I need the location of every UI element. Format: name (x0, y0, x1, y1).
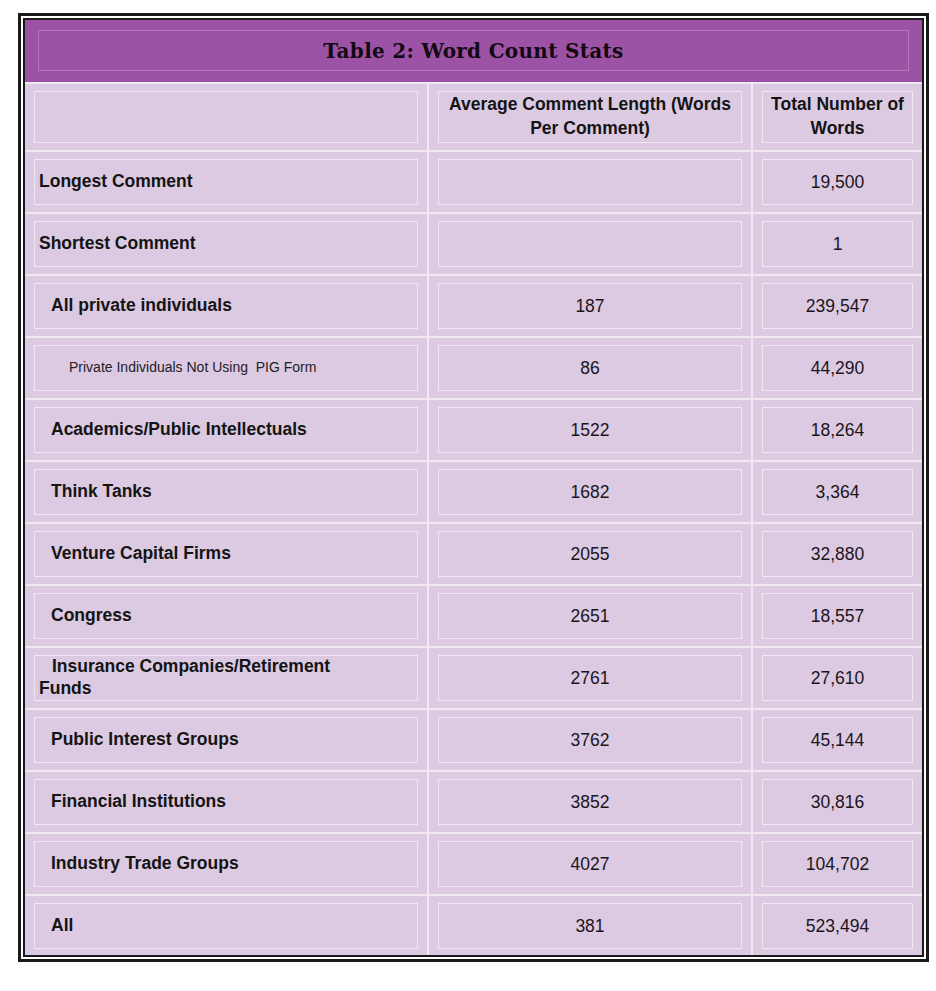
row-label: Shortest Comment (35, 233, 196, 255)
row-label: Congress (35, 605, 132, 627)
row-label-cell: Public Interest Groups (25, 710, 427, 770)
table-row: All 381 523,494 (25, 896, 922, 956)
total-words-value: 45,144 (811, 730, 865, 751)
row-label-cell: Industry Trade Groups (25, 834, 427, 894)
total-words-cell: 30,816 (753, 772, 922, 832)
avg-length-cell: 1682 (429, 462, 751, 522)
total-words-value: 104,702 (806, 854, 869, 875)
total-words-cell: 19,500 (753, 152, 922, 212)
avg-length-value: 3762 (571, 730, 610, 751)
table-row: Industry Trade Groups 4027 104,702 (25, 834, 922, 894)
avg-length-value: 86 (580, 358, 599, 379)
table-row: Venture Capital Firms 2055 32,880 (25, 524, 922, 584)
total-words-value: 44,290 (811, 358, 865, 379)
total-words-value: 239,547 (806, 296, 869, 317)
table-row: Insurance Companies/Retirement Funds 276… (25, 648, 922, 708)
total-words-value: 18,557 (811, 606, 865, 627)
avg-length-cell: 1522 (429, 400, 751, 460)
total-words-cell: 3,364 (753, 462, 922, 522)
avg-length-value: 2651 (571, 606, 610, 627)
avg-length-value: 2761 (571, 668, 610, 689)
row-label: Public Interest Groups (35, 729, 239, 751)
total-words-cell: 27,610 (753, 648, 922, 708)
total-words-cell: 18,557 (753, 586, 922, 646)
avg-length-value: 4027 (571, 854, 610, 875)
avg-length-cell (429, 152, 751, 212)
table-row: Academics/Public Intellectuals 1522 18,2… (25, 400, 922, 460)
header-cell-avg-length: Average Comment Length (Words Per Commen… (429, 84, 751, 150)
avg-length-value: 381 (575, 916, 604, 937)
avg-length-cell: 3762 (429, 710, 751, 770)
total-words-value: 1 (833, 234, 843, 255)
row-label: All (35, 915, 73, 937)
total-words-value: 18,264 (811, 420, 865, 441)
row-label-cell: Congress (25, 586, 427, 646)
row-label-cell: Think Tanks (25, 462, 427, 522)
total-words-value: 30,816 (811, 792, 865, 813)
total-words-cell: 32,880 (753, 524, 922, 584)
table-title: Table 2: Word Count Stats (323, 39, 623, 63)
row-label: Industry Trade Groups (35, 853, 239, 875)
total-words-value: 3,364 (816, 482, 860, 503)
row-label-cell: Financial Institutions (25, 772, 427, 832)
total-words-value: 32,880 (811, 544, 865, 565)
avg-length-cell: 86 (429, 338, 751, 398)
row-label: All private individuals (35, 295, 232, 317)
total-words-cell: 104,702 (753, 834, 922, 894)
row-label: Longest Comment (35, 171, 193, 193)
table-row: Longest Comment 19,500 (25, 152, 922, 212)
avg-length-cell: 187 (429, 276, 751, 336)
header-cell-total-words: Total Number of Words (753, 84, 922, 150)
avg-length-cell: 2651 (429, 586, 751, 646)
header-cell-empty (25, 84, 427, 150)
avg-length-cell: 2055 (429, 524, 751, 584)
total-words-cell: 239,547 (753, 276, 922, 336)
table-body: Average Comment Length (Words Per Commen… (25, 82, 922, 956)
row-label-cell: Private Individuals Not Using PIG Form (25, 338, 427, 398)
column-header-total-words: Total Number of Words (763, 93, 912, 140)
row-label: Insurance Companies/Retirement Funds (35, 656, 345, 700)
avg-length-cell: 2761 (429, 648, 751, 708)
table-row: All private individuals 187 239,547 (25, 276, 922, 336)
avg-length-value: 2055 (571, 544, 610, 565)
table-row: Congress 2651 18,557 (25, 586, 922, 646)
avg-length-value: 187 (575, 296, 604, 317)
row-label-cell: Academics/Public Intellectuals (25, 400, 427, 460)
avg-length-value: 1682 (571, 482, 610, 503)
total-words-cell: 18,264 (753, 400, 922, 460)
table-title-bar: Table 2: Word Count Stats (25, 20, 922, 82)
total-words-cell: 1 (753, 214, 922, 274)
total-words-value: 523,494 (806, 916, 869, 937)
row-label-cell: Insurance Companies/Retirement Funds (25, 648, 427, 708)
row-label: Think Tanks (35, 481, 152, 503)
avg-length-value: 3852 (571, 792, 610, 813)
table-row: Financial Institutions 3852 30,816 (25, 772, 922, 832)
total-words-value: 27,610 (811, 668, 865, 689)
header-row: Average Comment Length (Words Per Commen… (25, 84, 922, 150)
total-words-cell: 45,144 (753, 710, 922, 770)
avg-length-cell: 3852 (429, 772, 751, 832)
column-header-avg-length: Average Comment Length (Words Per Commen… (439, 93, 741, 140)
row-label-cell: Venture Capital Firms (25, 524, 427, 584)
row-label-cell: Shortest Comment (25, 214, 427, 274)
row-label-cell: All (25, 896, 427, 956)
row-label: Financial Institutions (35, 791, 226, 813)
table-row: Shortest Comment 1 (25, 214, 922, 274)
avg-length-cell (429, 214, 751, 274)
table-row: Private Individuals Not Using PIG Form 8… (25, 338, 922, 398)
avg-length-cell: 4027 (429, 834, 751, 894)
avg-length-value: 1522 (571, 420, 610, 441)
row-label-cell: Longest Comment (25, 152, 427, 212)
avg-length-cell: 381 (429, 896, 751, 956)
table-row: Think Tanks 1682 3,364 (25, 462, 922, 522)
total-words-cell: 523,494 (753, 896, 922, 956)
word-count-table: Table 2: Word Count Stats Average Commen… (23, 18, 924, 957)
row-label: Private Individuals Not Using PIG Form (35, 359, 316, 377)
row-label: Academics/Public Intellectuals (35, 419, 307, 441)
total-words-cell: 44,290 (753, 338, 922, 398)
row-label-cell: All private individuals (25, 276, 427, 336)
row-label: Venture Capital Firms (35, 543, 231, 565)
total-words-value: 19,500 (811, 172, 865, 193)
table-row: Public Interest Groups 3762 45,144 (25, 710, 922, 770)
